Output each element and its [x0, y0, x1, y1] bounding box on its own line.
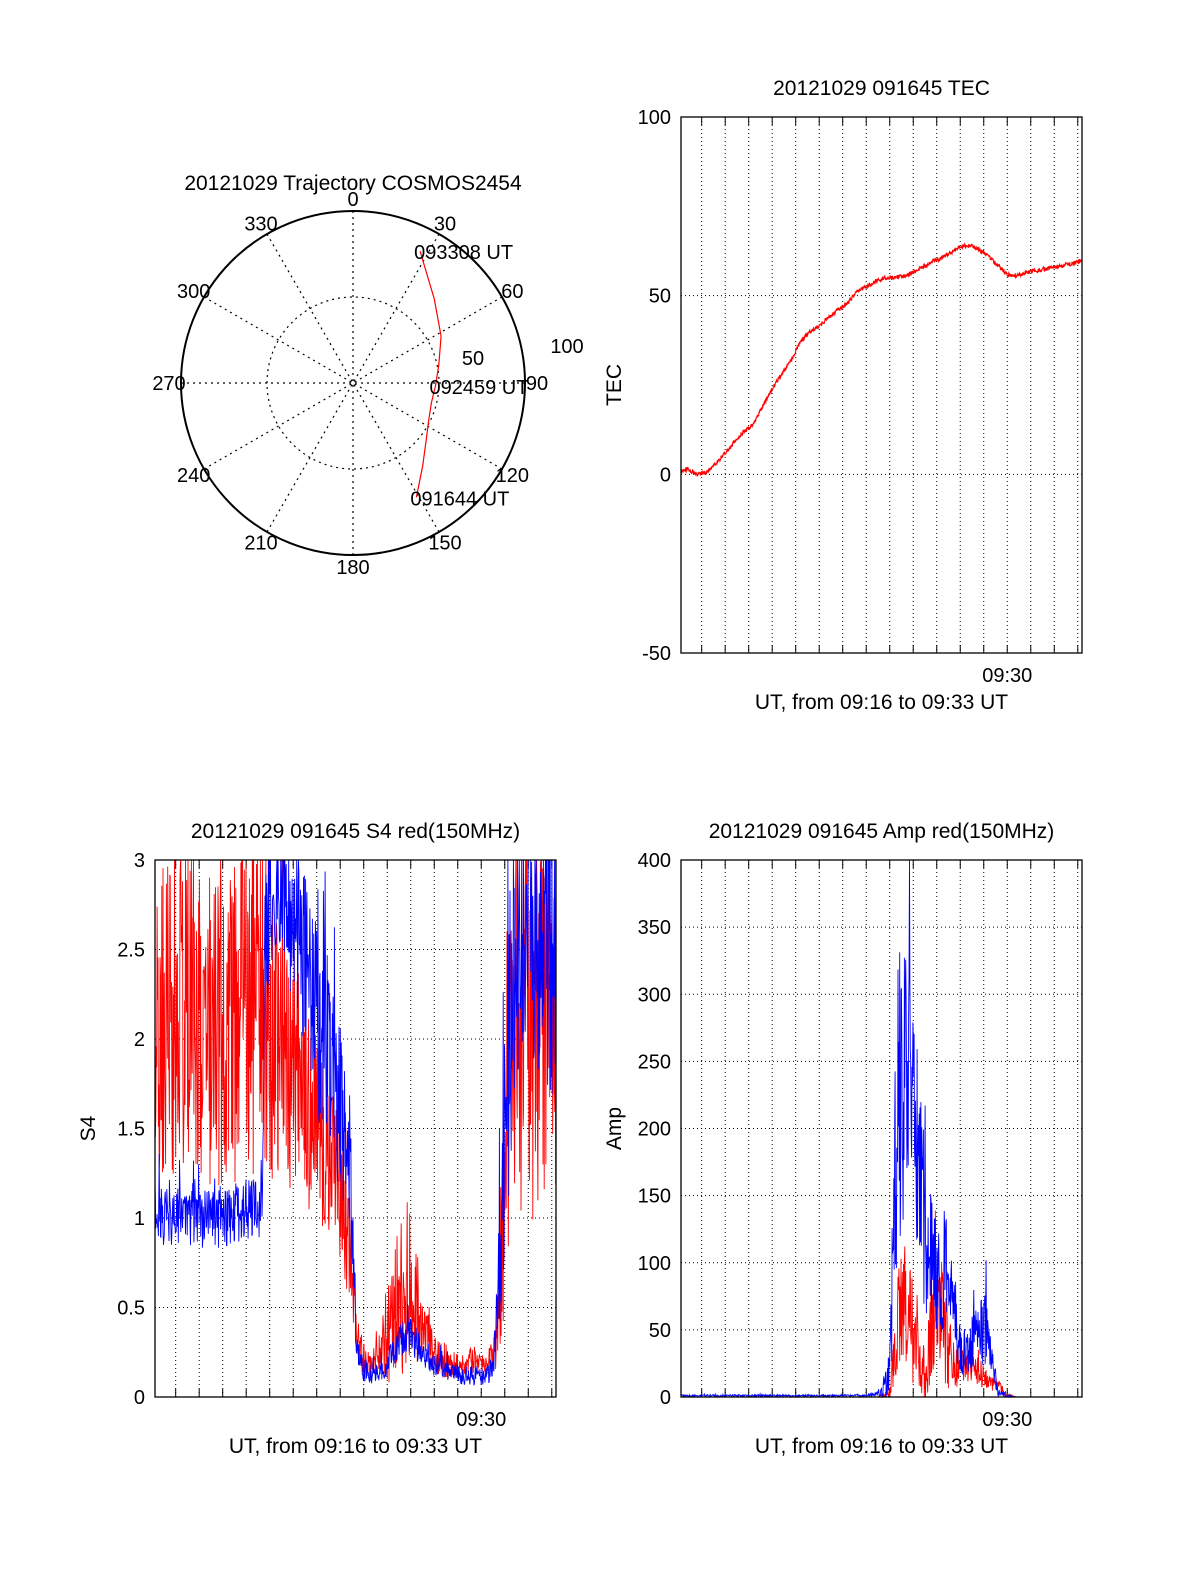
- y-tick-label: 2: [134, 1029, 145, 1051]
- x-axis-label: UT, from 09:16 to 09:33 UT: [755, 1435, 1008, 1458]
- x-tick-label: 09:30: [982, 1409, 1032, 1431]
- x-tick-label: 09:30: [982, 665, 1032, 687]
- angle-label-270: 270: [152, 373, 185, 395]
- y-tick-label: 0: [134, 1387, 145, 1409]
- y-tick-label: 2.5: [117, 940, 145, 962]
- y-tick-label: 0: [660, 464, 671, 486]
- angle-label-300: 300: [177, 281, 210, 303]
- y-tick-label: 250: [638, 1051, 671, 1073]
- angle-label-60: 60: [501, 281, 523, 303]
- y-tick-label: -50: [642, 643, 671, 665]
- angle-label-120: 120: [496, 465, 529, 487]
- angle-label-90: 90: [526, 373, 548, 395]
- y-axis-label: S4: [77, 1115, 100, 1141]
- plot-frame: [680, 116, 1083, 654]
- x-axis-label: UT, from 09:16 to 09:33 UT: [229, 1435, 482, 1458]
- y-tick-label: 0: [660, 1387, 671, 1409]
- trajectory-annotations: 093308 UT 092459 UT 091644 UT: [410, 242, 528, 510]
- polar-angle-labels: 0 30 60 90 120 150 180 210 240 270 300 330: [152, 189, 548, 579]
- angle-label-210: 210: [244, 532, 277, 554]
- radial-label-100: 100: [550, 336, 583, 358]
- y-tick-label: 50: [649, 286, 671, 308]
- radial-label-50: 50: [462, 348, 484, 370]
- trajectory-time-label: 091644 UT: [410, 488, 509, 510]
- y-tick-label: 3: [134, 850, 145, 872]
- x-tick-label: 09:30: [456, 1409, 506, 1431]
- y-axis-label: Amp: [603, 1107, 626, 1150]
- y-tick-label: 300: [638, 984, 671, 1006]
- trajectory-time-label: 092459 UT: [430, 377, 529, 399]
- chart-title: 20121029 091645 Amp red(150MHz): [709, 820, 1055, 843]
- angle-label-0: 0: [347, 189, 358, 211]
- chart-title: 20121029 091645 S4 red(150MHz): [191, 820, 520, 843]
- y-tick-label: 400: [638, 850, 671, 872]
- plot-frame: [680, 859, 1083, 1398]
- angle-label-30: 30: [434, 214, 456, 236]
- trajectory-time-label: 093308 UT: [414, 242, 513, 264]
- angle-label-330: 330: [244, 214, 277, 236]
- series-line-red: [681, 1210, 1082, 1399]
- angle-label-150: 150: [428, 532, 461, 554]
- plot-frame: [154, 859, 557, 1398]
- y-tick-label: 350: [638, 917, 671, 939]
- angle-label-240: 240: [177, 465, 210, 487]
- chart-title: 20121029 091645 TEC: [773, 77, 990, 100]
- angle-label-180: 180: [336, 557, 369, 579]
- y-tick-label: 150: [638, 1186, 671, 1208]
- y-tick-label: 1: [134, 1208, 145, 1230]
- y-tick-label: 1.5: [117, 1119, 145, 1141]
- amp-chart: 20121029 091645 Amp red(150MHz) 0 50 100 150…: [603, 820, 1083, 1458]
- y-tick-label: 100: [638, 1253, 671, 1275]
- tec-chart: 20121029 091645 TEC -50 0 50 100 09:30 UT, fro…: [603, 77, 1083, 714]
- y-tick-label: 0.5: [117, 1298, 145, 1320]
- y-tick-label: 50: [649, 1320, 671, 1342]
- x-axis-label: UT, from 09:16 to 09:33 UT: [755, 691, 1008, 714]
- trajectory-polar-plot: 20121029 Trajectory COSMOS2454 0 30 60 90 12…: [152, 172, 583, 579]
- y-tick-label: 200: [638, 1119, 671, 1141]
- y-axis-label: TEC: [603, 364, 626, 406]
- trajectory-path: [415, 251, 442, 498]
- series-line-red: [680, 242, 1083, 477]
- s4-chart: 20121029 091645 S4 red(150MHz) 0 0.5 1 1.5 2 2…: [77, 820, 557, 1458]
- trajectory-title: 20121029 Trajectory COSMOS2454: [184, 172, 522, 195]
- y-tick-label: 100: [638, 107, 671, 129]
- series-line-blue: [154, 859, 557, 1386]
